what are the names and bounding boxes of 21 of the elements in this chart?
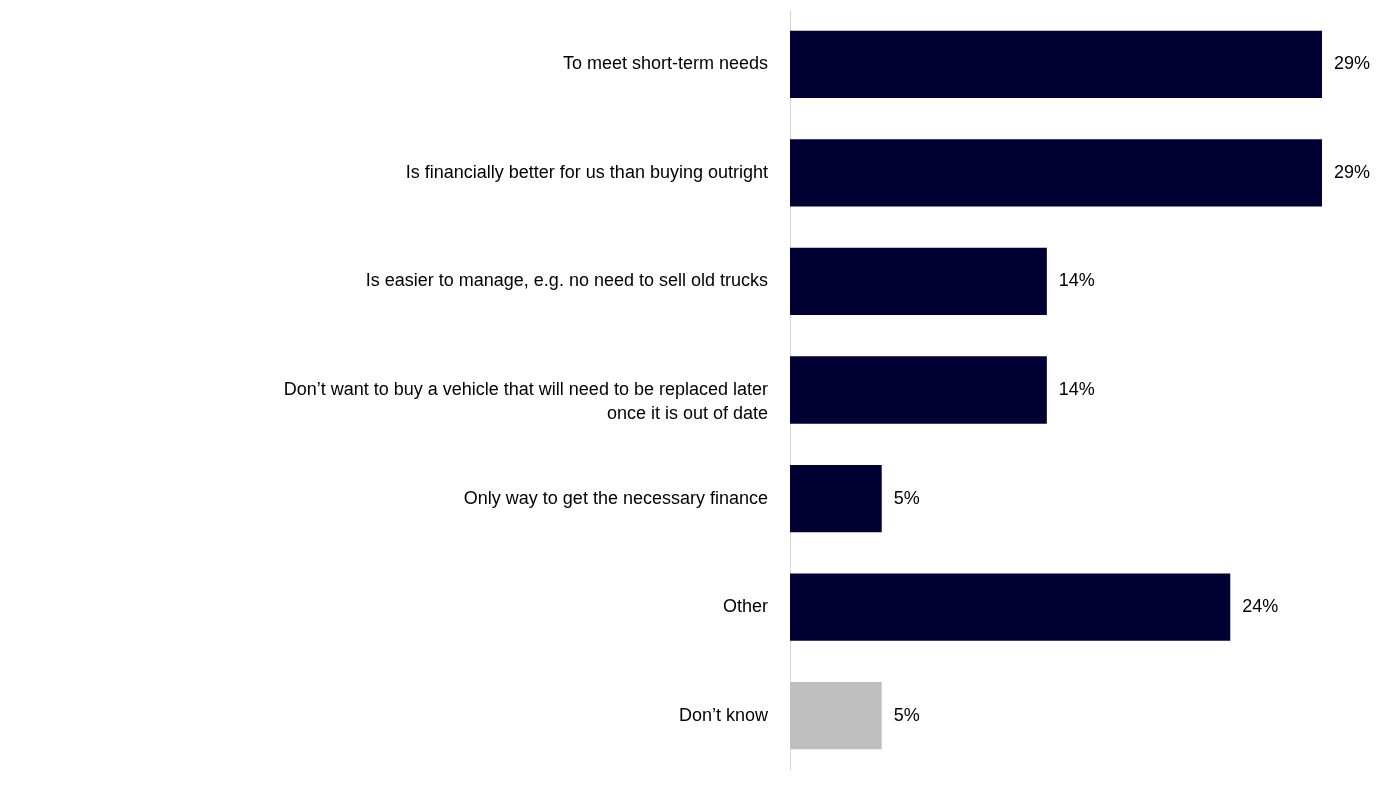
bar [790,30,1322,98]
data-label: 29% [1334,161,1371,182]
data-label: 14% [1058,379,1095,399]
y-tick-label: Other [722,596,768,617]
bar [790,464,882,533]
bar [790,139,1322,207]
data-label: 29% [1334,53,1371,74]
y-tick-label: Only way to get the necessary finance [463,487,768,508]
y-tick-label: To meet short-term needs [562,53,768,74]
data-label: 24% [1242,596,1279,617]
data-label: 14% [1058,270,1095,291]
bar [790,247,1047,316]
data-label: 5% [893,704,920,725]
y-tick-label: Don’t know [678,704,769,725]
data-label: 5% [893,487,920,508]
bar [790,682,882,750]
y-tick-label: Is financially better for us than buying outright [405,161,768,182]
y-tick-label: Don’t want to buy a vehicle that will need to be replaced later once it is out of date [283,379,768,423]
bar [790,573,1231,641]
bar [790,356,1047,424]
y-tick-label: Is easier to manage, e.g. no need to sell old trucks [365,270,768,291]
